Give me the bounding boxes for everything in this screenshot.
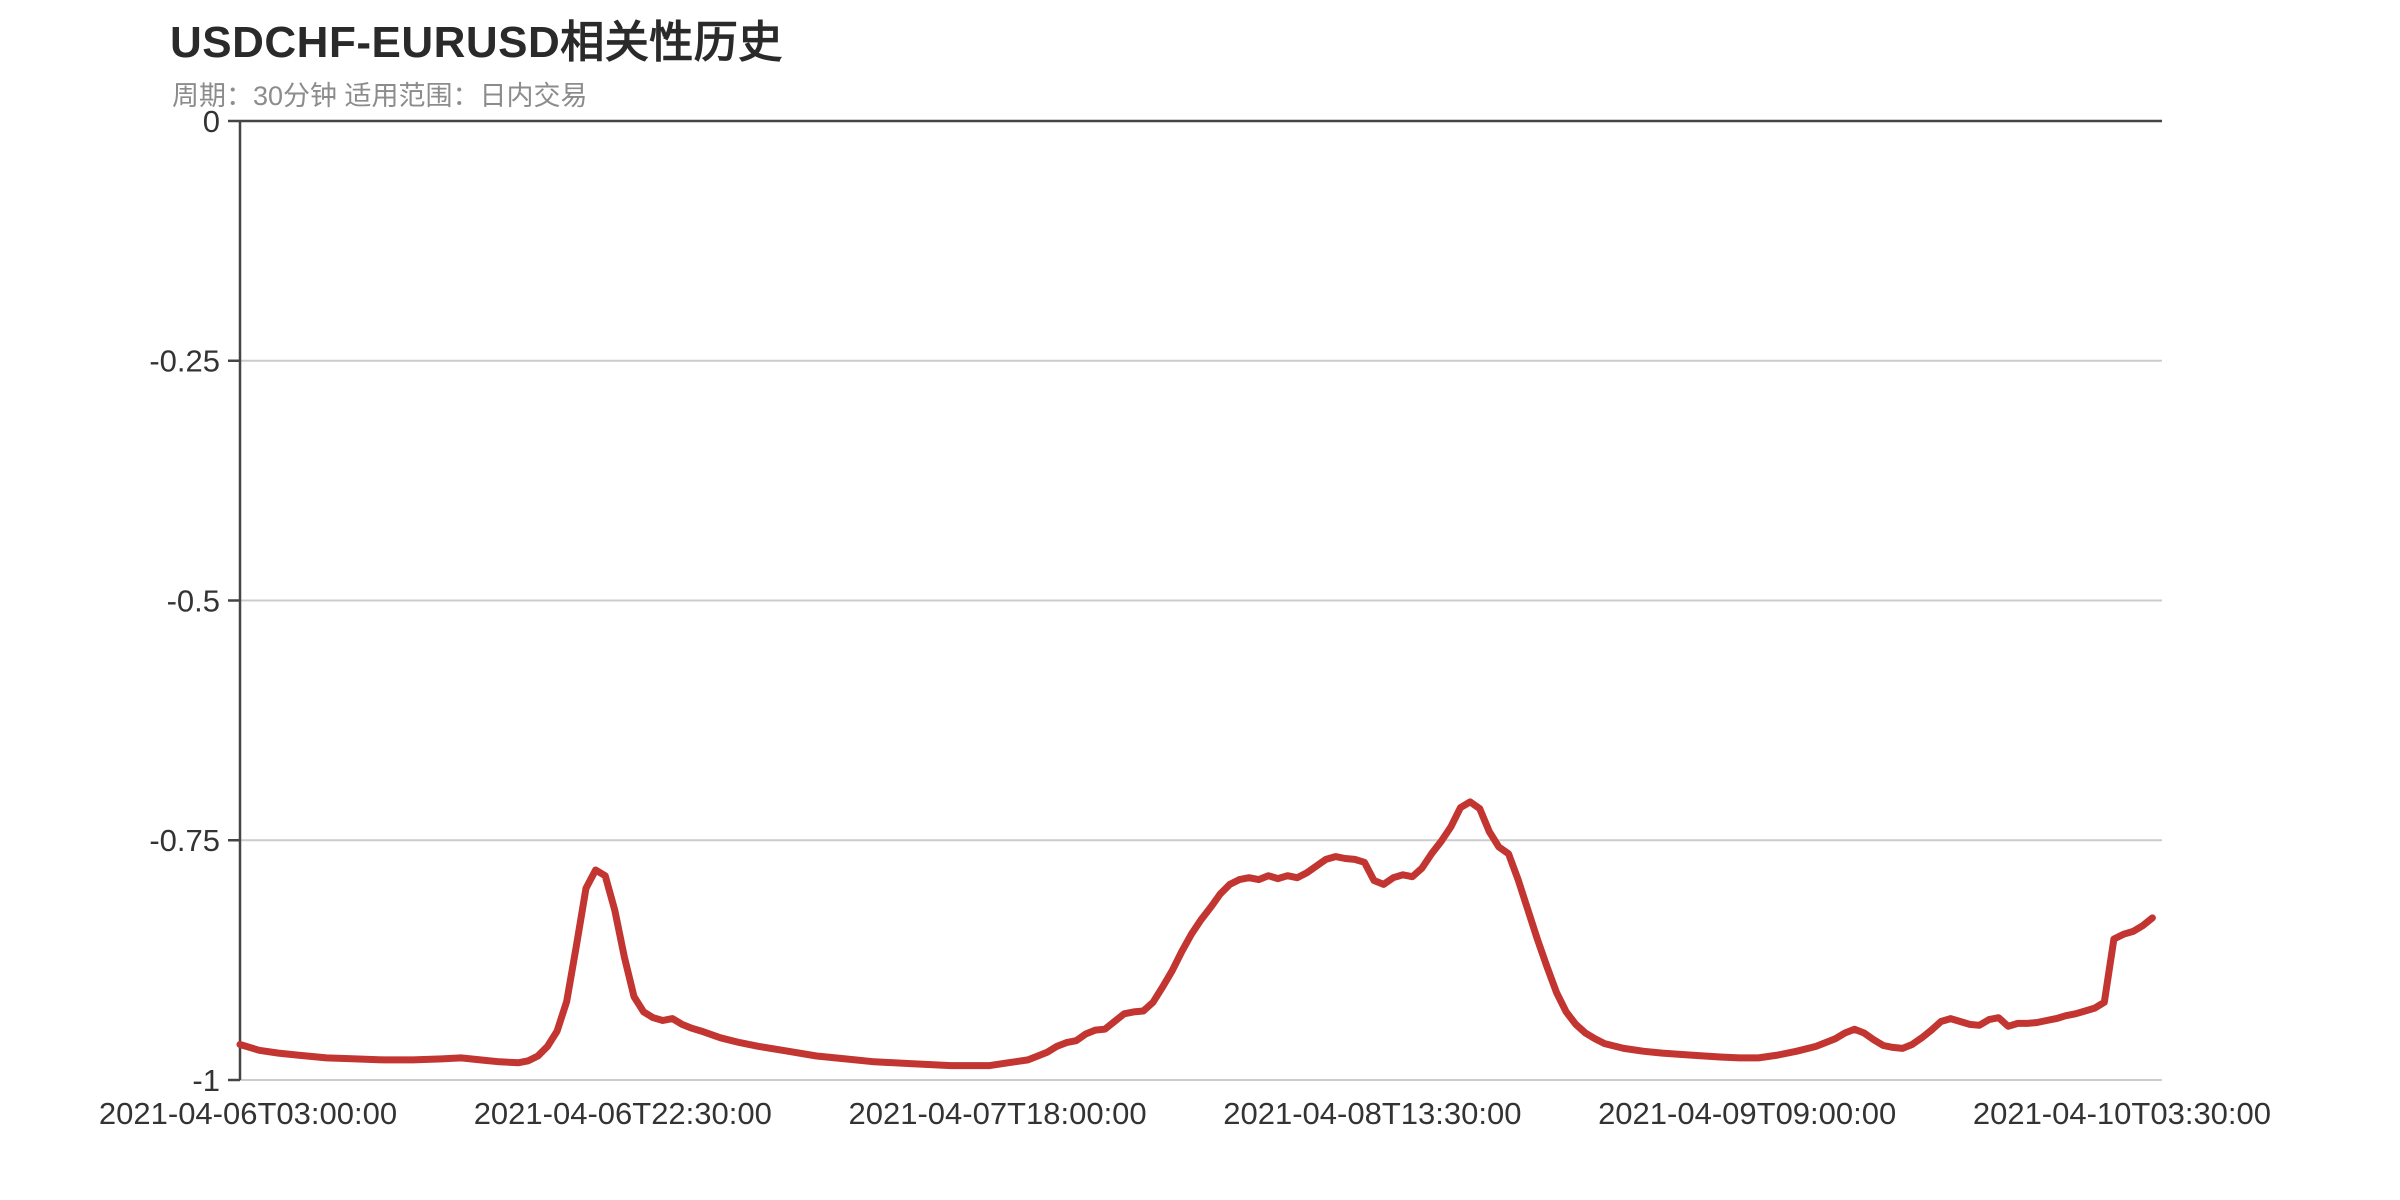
x-axis-label: 2021-04-07T18:00:00: [848, 1096, 1146, 1131]
y-axis-label: -1: [192, 1063, 220, 1098]
correlation-line: [236, 798, 2156, 1070]
x-axis-label: 2021-04-10T03:30:00: [1973, 1096, 2271, 1131]
x-axis-label: 2021-04-09T09:00:00: [1598, 1096, 1896, 1131]
x-axis-label: 2021-04-08T13:30:00: [1223, 1096, 1521, 1131]
x-axis-label: 2021-04-06T22:30:00: [474, 1096, 772, 1131]
chart-subtitle: 周期：30分钟 适用范围：日内交易: [172, 81, 588, 111]
chart-title: USDCHF-EURUSD相关性历史: [170, 18, 783, 67]
y-axis-label: -0.25: [149, 344, 220, 379]
x-axis-label: 2021-04-06T03:00:00: [99, 1096, 397, 1131]
y-axis-label: -0.5: [167, 583, 220, 618]
y-axis-label: 0: [203, 104, 220, 139]
y-axis-label: -0.75: [149, 823, 220, 858]
